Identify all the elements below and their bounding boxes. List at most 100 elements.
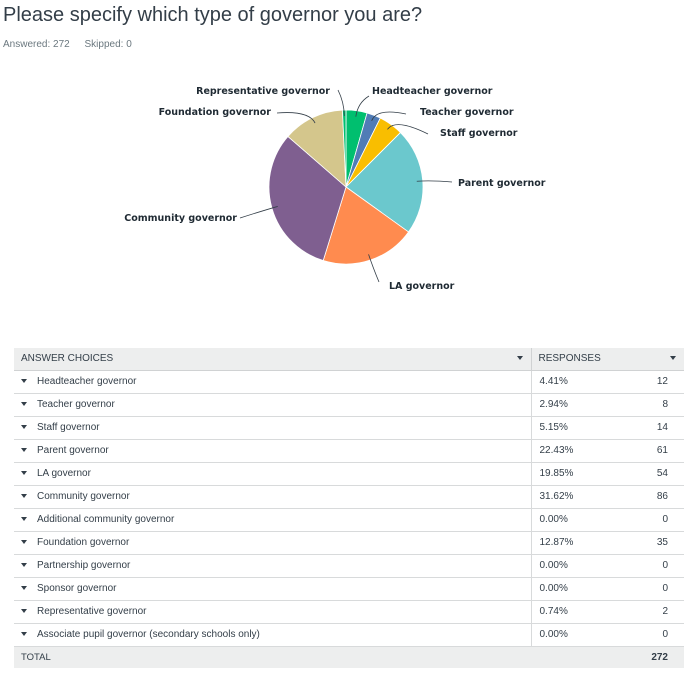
response-count: 0 — [621, 623, 684, 647]
expand-caret-icon[interactable] — [21, 632, 27, 637]
table-row: Community governor 31.62% 86 — [14, 485, 684, 509]
leader-line — [371, 111, 407, 121]
answer-choice-label: Sponsor governor — [37, 583, 117, 594]
slice-label: Representative governor — [196, 86, 330, 97]
response-stats: Answered: 272 Skipped: 0 — [3, 39, 144, 50]
response-count: 0 — [621, 554, 684, 578]
response-percent: 0.00% — [530, 554, 621, 578]
leader-line — [337, 89, 345, 117]
expand-caret-icon[interactable] — [21, 425, 27, 430]
expand-caret-icon[interactable] — [21, 586, 27, 591]
answer-choice-cell: Sponsor governor — [14, 577, 531, 601]
table-row: Foundation governor 12.87% 35 — [14, 531, 684, 555]
expand-caret-icon[interactable] — [21, 609, 27, 614]
slice-label: Foundation governor — [159, 107, 272, 118]
table-row: Representative governor 0.74% 2 — [14, 600, 684, 624]
answer-choice-label: Foundation governor — [37, 537, 130, 548]
table-row: Partnership governor 0.00% 0 — [14, 554, 684, 578]
leader-line — [387, 124, 429, 135]
expand-caret-icon[interactable] — [21, 448, 27, 453]
answer-choices-header-label: ANSWER CHOICES — [21, 353, 114, 365]
response-percent: 0.00% — [530, 508, 621, 532]
leader-line — [368, 254, 380, 283]
responses-header[interactable]: RESPONSES — [530, 348, 684, 371]
pie-chart: Headteacher governor Teacher governor Staf… — [124, 86, 546, 292]
leader-line — [355, 95, 370, 117]
answer-choice-label: Representative governor — [37, 606, 147, 617]
answer-table-container: ANSWER CHOICES RESPONSES Headteacher gov… — [14, 348, 684, 668]
answer-choice-cell: Associate pupil governor (secondary scho… — [14, 623, 531, 647]
answer-choice-cell: Representative governor — [14, 600, 531, 624]
response-percent: 0.00% — [530, 623, 621, 647]
table-row: LA governor 19.85% 54 — [14, 462, 684, 486]
answer-choice-label: Staff governor — [37, 422, 100, 433]
slice-label: Headteacher governor — [372, 86, 493, 97]
answer-choice-cell: Teacher governor — [14, 393, 531, 417]
table-row: Parent governor 22.43% 61 — [14, 439, 684, 463]
answered-count: Answered: 272 — [3, 39, 70, 50]
answer-choice-cell: Parent governor — [14, 439, 531, 463]
answer-choice-cell: Foundation governor — [14, 531, 531, 555]
total-row: TOTAL 272 — [14, 646, 684, 668]
pie-slice[interactable] — [287, 109, 347, 188]
responses-header-label: RESPONSES — [538, 353, 601, 365]
answer-choice-label: Additional community governor — [37, 514, 175, 525]
response-percent: 5.15% — [530, 416, 621, 440]
expand-caret-icon[interactable] — [21, 494, 27, 499]
answer-choice-label: Associate pupil governor (secondary scho… — [37, 629, 260, 640]
table-row: Additional community governor 0.00% 0 — [14, 508, 684, 532]
response-count: 2 — [621, 600, 684, 624]
expand-caret-icon[interactable] — [21, 471, 27, 476]
answer-choice-label: Community governor — [37, 491, 130, 502]
table-row: Teacher governor 2.94% 8 — [14, 393, 684, 417]
slice-label: Teacher governor — [420, 107, 514, 118]
slice-label: Parent governor — [458, 178, 546, 189]
answer-choice-label: Parent governor — [37, 445, 109, 456]
expand-caret-icon[interactable] — [21, 379, 27, 384]
table-row: Staff governor 5.15% 14 — [14, 416, 684, 440]
response-percent: 4.41% — [530, 370, 621, 394]
skipped-count: Skipped: 0 — [84, 39, 132, 50]
response-count: 0 — [621, 508, 684, 532]
sort-caret-icon[interactable] — [670, 356, 676, 360]
leader-line — [239, 206, 278, 219]
table-header-row: ANSWER CHOICES RESPONSES — [14, 348, 684, 371]
response-count: 54 — [621, 462, 684, 486]
total-label: TOTAL — [14, 646, 531, 668]
response-count: 61 — [621, 439, 684, 463]
response-count: 14 — [621, 416, 684, 440]
sort-caret-icon[interactable] — [516, 356, 523, 360]
answer-choice-cell: Headteacher governor — [14, 370, 531, 394]
response-percent: 22.43% — [530, 439, 621, 463]
answer-choice-label: LA governor — [37, 468, 91, 479]
response-percent: 12.87% — [530, 531, 621, 555]
response-percent: 19.85% — [530, 462, 621, 486]
response-percent: 0.00% — [530, 577, 621, 601]
response-count: 86 — [621, 485, 684, 509]
expand-caret-icon[interactable] — [21, 540, 27, 545]
expand-caret-icon[interactable] — [21, 517, 27, 522]
answer-choices-header[interactable]: ANSWER CHOICES — [14, 348, 531, 371]
answer-choice-label: Teacher governor — [37, 399, 115, 410]
answer-choice-cell: LA governor — [14, 462, 531, 486]
answer-choice-cell: Additional community governor — [14, 508, 531, 532]
response-percent: 2.94% — [530, 393, 621, 417]
leader-line — [416, 180, 453, 183]
question-title: Please specify which type of governor yo… — [3, 4, 423, 26]
response-count: 0 — [621, 577, 684, 601]
slice-label: LA governor — [389, 281, 455, 292]
response-percent: 0.74% — [530, 600, 621, 624]
expand-caret-icon[interactable] — [21, 563, 27, 568]
response-count: 8 — [621, 393, 684, 417]
answer-table: ANSWER CHOICES RESPONSES Headteacher gov… — [14, 348, 684, 668]
slice-label: Community governor — [124, 213, 237, 224]
table-row: Associate pupil governor (secondary scho… — [14, 623, 684, 647]
answer-choice-cell: Community governor — [14, 485, 531, 509]
answer-choice-cell: Staff governor — [14, 416, 531, 440]
expand-caret-icon[interactable] — [21, 402, 27, 407]
total-count: 272 — [621, 646, 684, 668]
answer-choice-label: Partnership governor — [37, 560, 131, 571]
table-row: Sponsor governor 0.00% 0 — [14, 577, 684, 601]
response-count: 35 — [621, 531, 684, 555]
leader-line — [276, 112, 316, 124]
